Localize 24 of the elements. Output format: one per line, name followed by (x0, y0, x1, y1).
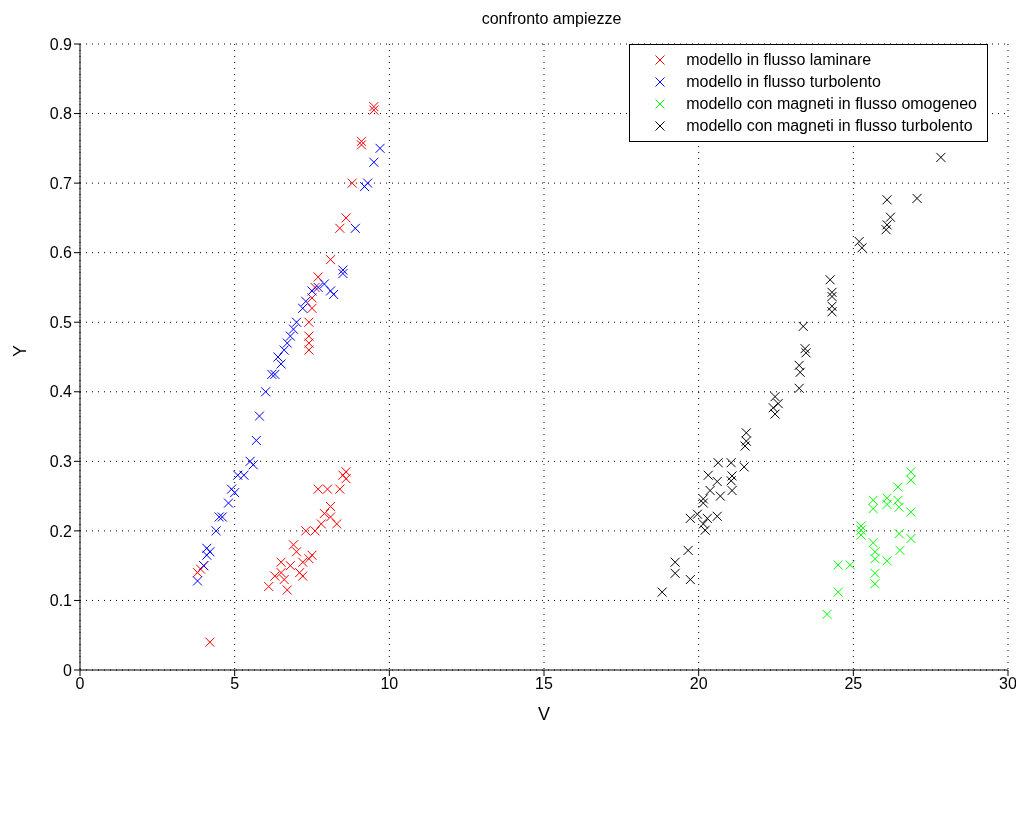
legend-label: modello in flusso laminare (686, 51, 872, 69)
x-tick-label: 5 (230, 675, 240, 693)
x-tick-label: 0 (75, 675, 85, 693)
x-tick-label: 15 (535, 675, 553, 693)
y-tick-label: 0.2 (49, 522, 73, 540)
chart-title: confronto ampiezze (480, 10, 623, 28)
y-tick-label: 0 (63, 661, 73, 679)
x-axis-title: V (537, 704, 551, 724)
legend-label: modello in flusso turbolento (686, 73, 881, 91)
y-tick-label: 0.4 (49, 383, 73, 401)
y-tick-label: 0.9 (49, 35, 73, 53)
y-tick-label: 0.7 (49, 174, 73, 192)
x-tick-label: 10 (380, 675, 399, 693)
legend-label: modello con magneti in flusso omogeneo (686, 95, 977, 113)
y-tick-label: 0.3 (49, 453, 73, 471)
x-tick-label: 20 (689, 675, 708, 693)
x-tick-label: 25 (844, 675, 863, 693)
y-axis-title: Y (10, 344, 31, 357)
y-tick-label: 0.6 (49, 244, 73, 262)
y-tick-label: 0.5 (49, 313, 73, 331)
y-tick-label: 0.8 (49, 105, 73, 123)
legend-label: modello con magneti in flusso turbolento (686, 117, 973, 135)
x-tick-label: 30 (999, 675, 1017, 693)
y-tick-label: 0.1 (49, 592, 73, 610)
